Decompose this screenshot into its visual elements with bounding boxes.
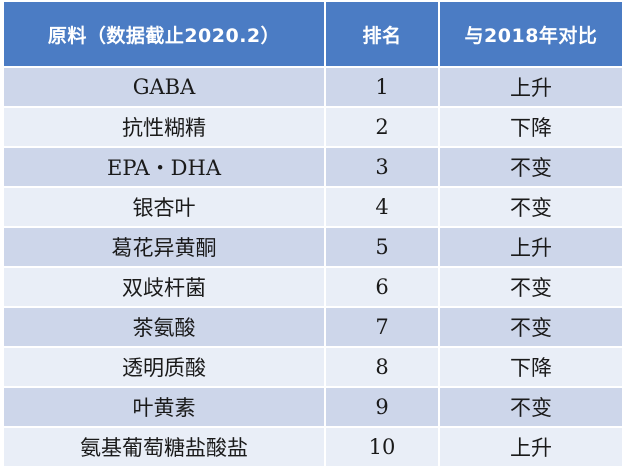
material-cell: GABA	[4, 68, 326, 106]
material-cell: 叶黄素	[4, 388, 326, 426]
rank-cell: 5	[326, 228, 440, 266]
material-cell: 氨基葡萄糖盐酸盐	[4, 428, 326, 466]
trend-cell: 不变	[510, 276, 552, 300]
trend-cell: 不变	[510, 316, 552, 340]
table-row: 茶氨酸 7 不变	[4, 308, 622, 348]
header-trend: 与2018年对比	[464, 24, 598, 47]
table-row: 透明质酸 8 下降	[4, 348, 622, 388]
table-row: 葛花异黄酮 5 上升	[4, 228, 622, 268]
table-row: 抗性糊精 2 下降	[4, 108, 622, 148]
material-cell: 葛花异黄酮	[4, 228, 326, 266]
table-row: GABA 1 上升	[4, 68, 622, 108]
material-cell: 透明质酸	[4, 348, 326, 386]
header-material: 原料（数据截止2020.2）	[4, 2, 326, 66]
trend-cell: 上升	[510, 436, 552, 460]
table-row: EPA・DHA 3 不变	[4, 148, 622, 188]
trend-cell: 上升	[510, 236, 552, 260]
ranking-table: 原料（数据截止2020.2） 排名 与2018年对比 GABA 1 上升 抗性糊…	[4, 2, 622, 468]
trend-cell: 下降	[510, 356, 552, 380]
rank-cell: 2	[326, 108, 440, 146]
rank-cell: 6	[326, 268, 440, 306]
rank-cell: 8	[326, 348, 440, 386]
material-cell: 银杏叶	[4, 188, 326, 226]
material-cell: 茶氨酸	[4, 308, 326, 346]
trend-cell: 不变	[510, 196, 552, 220]
rank-cell: 10	[326, 428, 440, 466]
material-cell: EPA・DHA	[4, 148, 326, 186]
material-cell: 抗性糊精	[4, 108, 326, 146]
table-row: 氨基葡萄糖盐酸盐 10 上升	[4, 428, 622, 468]
trend-cell: 上升	[510, 76, 552, 100]
material-cell: 双歧杆菌	[4, 268, 326, 306]
rank-cell: 4	[326, 188, 440, 226]
trend-cell: 下降	[510, 116, 552, 140]
trend-cell: 不变	[510, 396, 552, 420]
table-row: 叶黄素 9 不变	[4, 388, 622, 428]
table-row: 银杏叶 4 不变	[4, 188, 622, 228]
rank-cell: 3	[326, 148, 440, 186]
rank-cell: 1	[326, 68, 440, 106]
table-row: 双歧杆菌 6 不变	[4, 268, 622, 308]
table-header-row: 原料（数据截止2020.2） 排名 与2018年对比	[4, 2, 622, 68]
trend-cell: 不变	[510, 156, 552, 180]
rank-cell: 7	[326, 308, 440, 346]
rank-cell: 9	[326, 388, 440, 426]
header-rank: 排名	[326, 2, 440, 66]
